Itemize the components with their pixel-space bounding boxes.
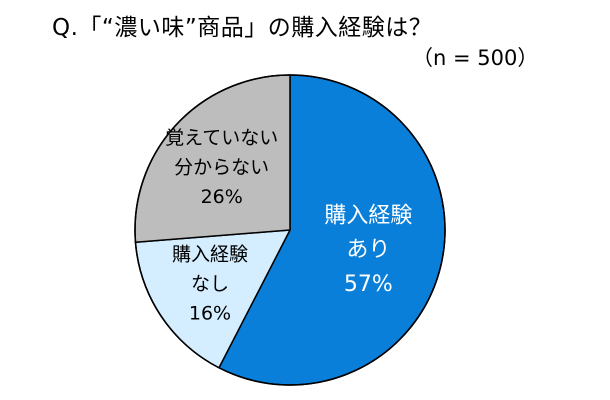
slice-category-label: 覚えていない	[165, 127, 278, 149]
slice-category-label: なし	[191, 273, 229, 295]
slice-category-label: 購入経験	[172, 243, 248, 265]
slice-value-label: 57%	[344, 272, 393, 297]
chart-title: Q.「“濃い味”商品」の購入経験は？	[52, 15, 433, 41]
slice-value-label: 16%	[189, 302, 231, 324]
slice-category-label: 分からない	[174, 157, 269, 179]
slice-category-label: あり	[346, 238, 390, 263]
pie-outline	[134, 74, 446, 386]
slice-label-0: 購入経験あり 57%	[324, 204, 412, 297]
slice-value-label: 26%	[201, 186, 243, 208]
slice-category-label: 購入経験	[324, 204, 412, 229]
slice-label-2: 覚えていない分からない 26%	[165, 127, 278, 208]
slice-label-1: 購入経験なし 16%	[172, 243, 248, 324]
chart-subtitle: （n = 500）	[412, 46, 539, 70]
